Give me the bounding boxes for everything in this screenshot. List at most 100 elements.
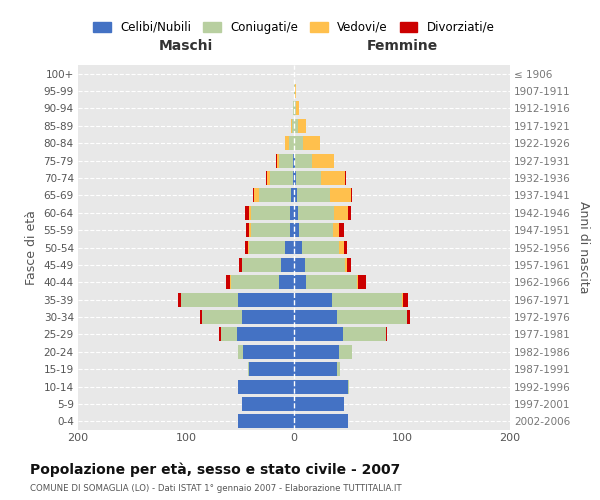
Bar (294, 397, 344, 411)
Bar (403, 292, 409, 306)
Bar (294, 102, 296, 116)
Bar (294, 223, 299, 237)
Text: Maschi: Maschi (159, 39, 213, 53)
Bar (337, 310, 407, 324)
Bar (248, 362, 294, 376)
Bar (358, 276, 367, 289)
Bar (294, 276, 306, 289)
Bar (294, 328, 343, 342)
Bar (286, 240, 294, 254)
Bar (248, 240, 286, 254)
Bar (294, 154, 295, 168)
Bar (251, 206, 290, 220)
Bar (242, 397, 294, 411)
Bar (293, 102, 294, 116)
Bar (329, 188, 351, 202)
Bar (294, 310, 337, 324)
Bar (293, 154, 294, 168)
Bar (251, 223, 290, 237)
Y-axis label: Anni di nascita: Anni di nascita (577, 201, 590, 294)
Bar (293, 171, 294, 185)
Bar (245, 240, 248, 254)
Bar (248, 223, 251, 237)
Bar (275, 154, 277, 168)
Bar (321, 171, 345, 185)
Bar (291, 188, 294, 202)
Bar (348, 206, 351, 220)
Bar (302, 136, 320, 150)
Bar (242, 310, 294, 324)
Bar (230, 276, 232, 289)
Bar (337, 362, 340, 376)
Bar (248, 206, 251, 220)
Bar (247, 223, 248, 237)
Bar (254, 188, 259, 202)
Bar (221, 328, 237, 342)
Bar (237, 328, 294, 342)
Bar (259, 188, 291, 202)
Bar (302, 240, 340, 254)
Bar (296, 171, 321, 185)
Bar (292, 119, 294, 133)
Bar (281, 258, 294, 272)
Bar (294, 188, 297, 202)
Bar (294, 136, 302, 150)
Y-axis label: Fasce di età: Fasce di età (25, 210, 38, 285)
Bar (181, 292, 238, 306)
Bar (306, 276, 356, 289)
Bar (270, 171, 293, 185)
Bar (298, 206, 334, 220)
Bar (226, 276, 230, 289)
Bar (295, 154, 313, 168)
Bar (343, 328, 386, 342)
Legend: Celibi/Nubili, Coniugati/e, Vedovi/e, Divorziati/e: Celibi/Nubili, Coniugati/e, Vedovi/e, Di… (89, 16, 499, 38)
Bar (294, 292, 332, 306)
Bar (313, 154, 334, 168)
Bar (239, 258, 242, 272)
Text: Popolazione per età, sesso e stato civile - 2007: Popolazione per età, sesso e stato civil… (30, 462, 400, 477)
Bar (294, 362, 337, 376)
Bar (344, 240, 347, 254)
Bar (245, 206, 248, 220)
Bar (305, 258, 345, 272)
Bar (238, 345, 243, 358)
Bar (238, 292, 294, 306)
Bar (294, 380, 348, 394)
Bar (290, 206, 294, 220)
Bar (294, 206, 298, 220)
Bar (386, 328, 387, 342)
Bar (332, 292, 402, 306)
Bar (340, 223, 344, 237)
Bar (289, 136, 294, 150)
Bar (345, 258, 347, 272)
Bar (291, 119, 292, 133)
Bar (238, 380, 294, 394)
Bar (402, 292, 403, 306)
Bar (242, 258, 281, 272)
Bar (297, 188, 329, 202)
Bar (295, 84, 296, 98)
Bar (279, 154, 293, 168)
Bar (345, 171, 346, 185)
Bar (334, 206, 348, 220)
Bar (296, 102, 299, 116)
Bar (290, 223, 294, 237)
Bar (220, 328, 221, 342)
Bar (277, 154, 279, 168)
Bar (294, 171, 296, 185)
Bar (200, 310, 202, 324)
Bar (202, 310, 242, 324)
Bar (340, 345, 352, 358)
Bar (238, 414, 294, 428)
Bar (178, 292, 181, 306)
Bar (340, 240, 344, 254)
Bar (298, 119, 306, 133)
Bar (299, 223, 333, 237)
Bar (294, 119, 298, 133)
Bar (294, 345, 340, 358)
Bar (294, 414, 348, 428)
Text: COMUNE DI SOMAGLIA (LO) - Dati ISTAT 1° gennaio 2007 - Elaborazione TUTTITALIA.I: COMUNE DI SOMAGLIA (LO) - Dati ISTAT 1° … (30, 484, 401, 493)
Bar (253, 188, 254, 202)
Bar (294, 258, 305, 272)
Bar (267, 171, 270, 185)
